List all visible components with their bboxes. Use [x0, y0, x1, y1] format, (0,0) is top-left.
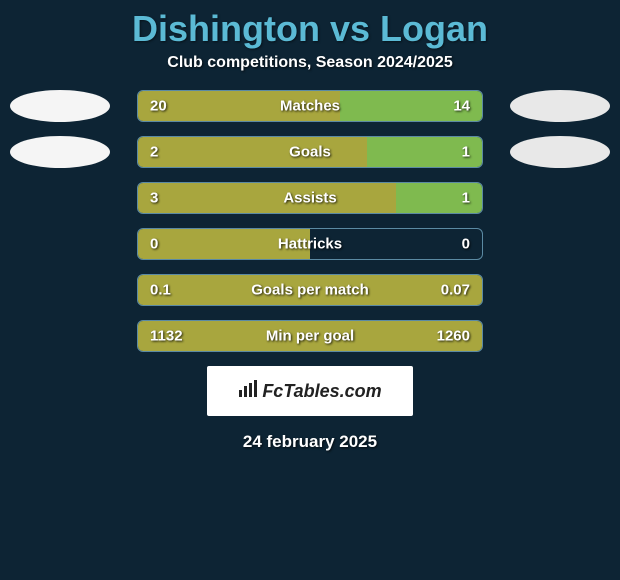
stat-label: Goals [289, 144, 331, 161]
comparison-infographic: Dishington vs Logan Club competitions, S… [0, 0, 620, 452]
stat-bar-left-fill [138, 183, 396, 213]
stat-value-left: 0 [150, 236, 158, 253]
stat-bar: 0 Hattricks 0 [137, 228, 483, 260]
team-right-oval [510, 90, 610, 122]
stat-label: Matches [280, 98, 340, 115]
stat-value-left: 2 [150, 144, 158, 161]
stat-label: Min per goal [266, 328, 354, 345]
stat-row: 0 Hattricks 0 [0, 228, 620, 260]
stat-row: 2 Goals 1 [0, 136, 620, 168]
stat-value-right: 0 [462, 236, 470, 253]
stat-value-right: 0.07 [441, 282, 470, 299]
stat-row: 1132 Min per goal 1260 [0, 320, 620, 352]
chart-icon [238, 380, 258, 403]
source-badge-label: FcTables.com [262, 381, 381, 402]
team-right-oval [510, 136, 610, 168]
team-left-oval [10, 90, 110, 122]
stat-row: 3 Assists 1 [0, 182, 620, 214]
source-badge-text: FcTables.com [238, 380, 381, 403]
page-subtitle: Club competitions, Season 2024/2025 [0, 54, 620, 90]
stat-value-right: 1 [462, 190, 470, 207]
stat-label: Hattricks [278, 236, 342, 253]
stat-row: 0.1 Goals per match 0.07 [0, 274, 620, 306]
stat-bar: 3 Assists 1 [137, 182, 483, 214]
stat-label: Goals per match [251, 282, 369, 299]
stat-value-right: 1260 [437, 328, 470, 345]
footer-date: 24 february 2025 [0, 432, 620, 452]
stats-list: 20 Matches 14 2 Goals 1 3 Assists 1 0 Hattricks 0 0.… [0, 90, 620, 352]
stat-value-left: 1132 [150, 328, 183, 345]
stat-row: 20 Matches 14 [0, 90, 620, 122]
stat-bar: 0.1 Goals per match 0.07 [137, 274, 483, 306]
page-title: Dishington vs Logan [0, 0, 620, 54]
source-badge: FcTables.com [207, 366, 413, 416]
stat-value-left: 3 [150, 190, 158, 207]
team-left-oval [10, 136, 110, 168]
stat-label: Assists [283, 190, 336, 207]
stat-bar: 20 Matches 14 [137, 90, 483, 122]
stat-bar-left-fill [138, 137, 367, 167]
stat-value-left: 20 [150, 98, 167, 115]
stat-value-left: 0.1 [150, 282, 171, 299]
stat-value-right: 1 [462, 144, 470, 161]
stat-bar: 2 Goals 1 [137, 136, 483, 168]
stat-bar: 1132 Min per goal 1260 [137, 320, 483, 352]
stat-value-right: 14 [453, 98, 470, 115]
